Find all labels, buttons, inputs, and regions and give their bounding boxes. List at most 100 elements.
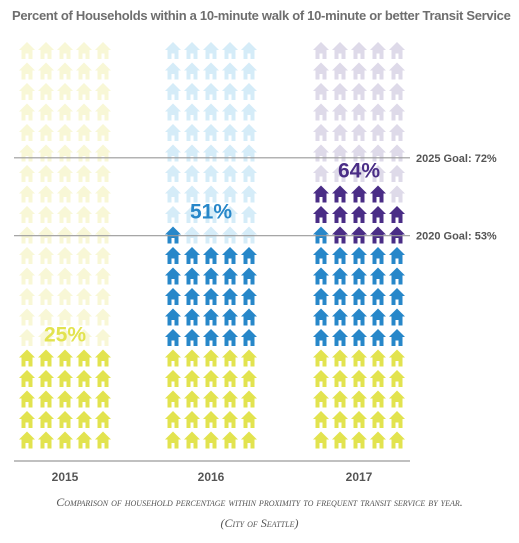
house-icon bbox=[203, 370, 219, 387]
house-icon bbox=[241, 226, 257, 244]
house-icon bbox=[76, 103, 92, 121]
house-icon bbox=[332, 431, 348, 449]
house-icon bbox=[389, 144, 405, 162]
house-icon bbox=[203, 42, 219, 59]
house-icon bbox=[370, 349, 386, 367]
house-icon bbox=[165, 411, 181, 428]
house-icon bbox=[203, 390, 219, 408]
house-icon bbox=[222, 165, 238, 182]
house-icon bbox=[203, 83, 219, 100]
house-icon bbox=[351, 103, 367, 121]
house-icon bbox=[332, 411, 348, 428]
house-icon bbox=[313, 185, 329, 203]
house-icon bbox=[95, 185, 111, 203]
house-icon bbox=[203, 226, 219, 244]
house-icon bbox=[332, 124, 348, 141]
house-icon bbox=[19, 390, 35, 408]
house-icon bbox=[165, 42, 181, 59]
house-icon bbox=[57, 247, 73, 264]
house-icon bbox=[332, 206, 348, 223]
house-icon bbox=[241, 267, 257, 285]
house-icon bbox=[165, 124, 181, 141]
house-icon bbox=[332, 42, 348, 59]
house-icon bbox=[203, 308, 219, 326]
house-icon bbox=[389, 431, 405, 449]
house-icon bbox=[165, 390, 181, 408]
house-icon bbox=[184, 308, 200, 326]
value-label: 25% bbox=[44, 324, 86, 347]
house-icon bbox=[313, 83, 329, 100]
house-icon bbox=[313, 411, 329, 428]
house-icon bbox=[184, 185, 200, 203]
house-icon bbox=[95, 62, 111, 80]
house-icon bbox=[184, 226, 200, 244]
house-icon bbox=[332, 62, 348, 80]
house-icon bbox=[313, 431, 329, 449]
house-icon bbox=[241, 247, 257, 264]
house-icon bbox=[165, 185, 181, 203]
house-icon bbox=[203, 349, 219, 367]
house-icon bbox=[241, 390, 257, 408]
house-icon bbox=[76, 267, 92, 285]
house-icon bbox=[332, 247, 348, 264]
house-icon bbox=[370, 206, 386, 223]
house-icon bbox=[351, 124, 367, 141]
house-icon bbox=[222, 288, 238, 305]
house-icon bbox=[203, 206, 219, 223]
house-icon bbox=[351, 431, 367, 449]
value-label: 64% bbox=[338, 160, 380, 183]
house-icon bbox=[165, 226, 181, 244]
house-icon bbox=[389, 206, 405, 223]
house-icon bbox=[313, 308, 329, 326]
house-icon bbox=[313, 349, 329, 367]
house-icon bbox=[38, 370, 54, 387]
house-icon bbox=[241, 185, 257, 203]
house-icon bbox=[184, 267, 200, 285]
house-icon bbox=[19, 226, 35, 244]
house-icon bbox=[184, 42, 200, 59]
house-icon bbox=[76, 308, 92, 326]
house-icon bbox=[57, 124, 73, 141]
house-icon bbox=[351, 185, 367, 203]
house-icon bbox=[165, 329, 181, 346]
house-icon bbox=[38, 62, 54, 80]
house-icon bbox=[241, 308, 257, 326]
house-icon bbox=[184, 370, 200, 387]
house-icon bbox=[222, 83, 238, 100]
house-icon bbox=[184, 411, 200, 428]
house-icon bbox=[95, 288, 111, 305]
house-icon bbox=[370, 165, 386, 182]
house-icon bbox=[332, 349, 348, 367]
house-icon bbox=[370, 390, 386, 408]
house-icon bbox=[389, 103, 405, 121]
house-icon bbox=[76, 83, 92, 100]
value-label: 51% bbox=[190, 201, 232, 224]
house-icon bbox=[38, 206, 54, 223]
house-icon bbox=[313, 62, 329, 80]
house-icon bbox=[241, 165, 257, 182]
house-icon bbox=[222, 431, 238, 449]
house-icon bbox=[184, 83, 200, 100]
house-icon bbox=[38, 349, 54, 367]
house-icon bbox=[370, 329, 386, 346]
house-icon bbox=[370, 288, 386, 305]
house-icon bbox=[76, 42, 92, 59]
house-icon bbox=[389, 349, 405, 367]
house-icon bbox=[165, 62, 181, 80]
house-icon bbox=[222, 308, 238, 326]
house-icon bbox=[165, 288, 181, 305]
house-icon bbox=[370, 431, 386, 449]
house-icon bbox=[332, 370, 348, 387]
house-icon bbox=[19, 308, 35, 326]
house-icon bbox=[165, 144, 181, 162]
house-icon bbox=[38, 42, 54, 59]
house-icon bbox=[95, 103, 111, 121]
house-icon bbox=[222, 226, 238, 244]
house-icon bbox=[19, 247, 35, 264]
house-icon bbox=[332, 288, 348, 305]
house-icon bbox=[241, 124, 257, 141]
house-icon bbox=[57, 288, 73, 305]
house-icon bbox=[95, 83, 111, 100]
house-icon bbox=[370, 267, 386, 285]
house-icon bbox=[370, 370, 386, 387]
